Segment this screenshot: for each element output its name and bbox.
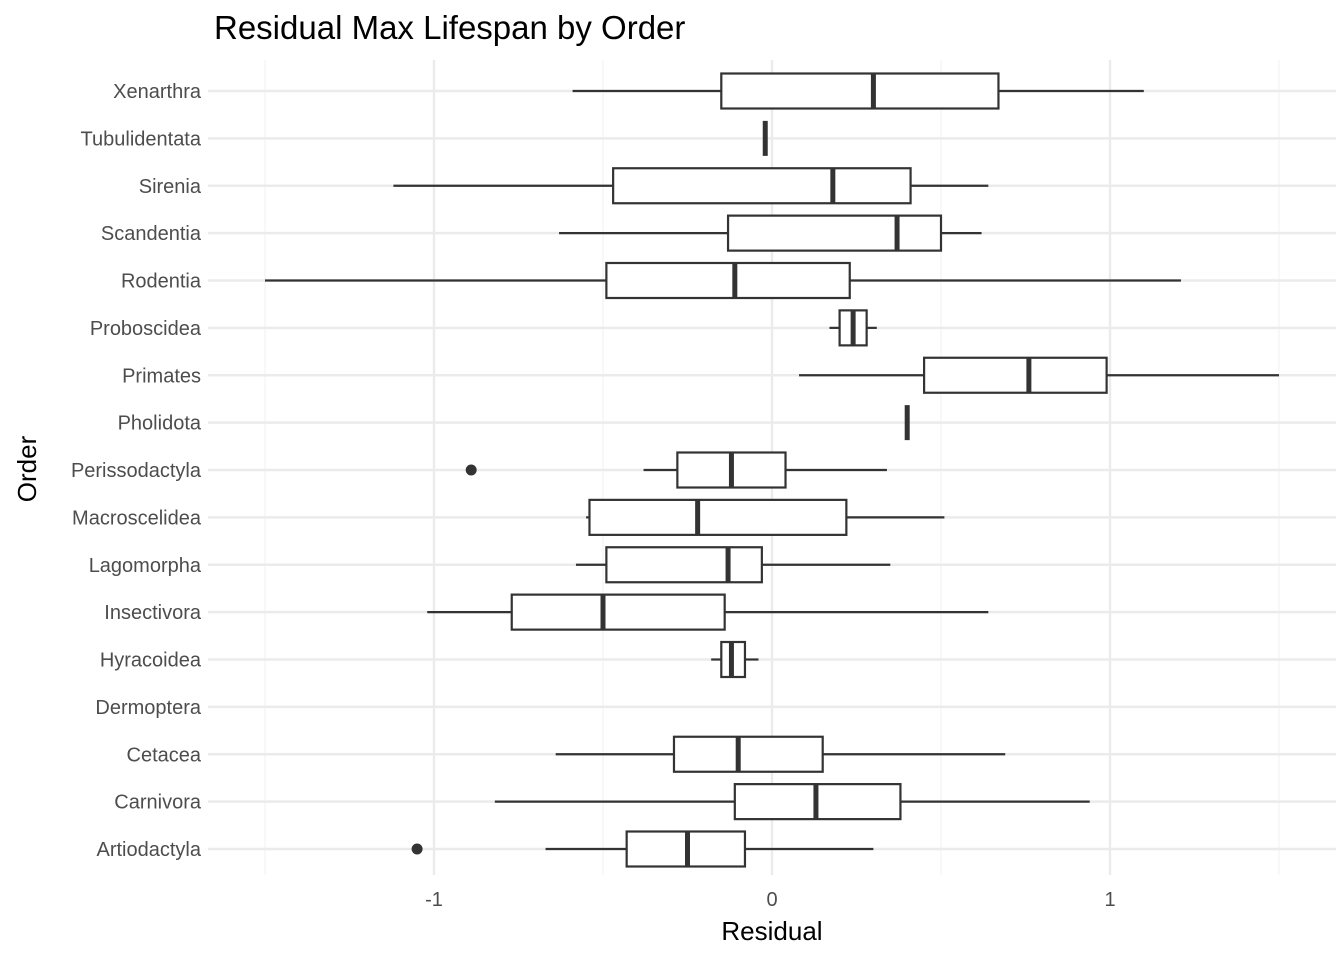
y-tick-label-tubulidentata: Tubulidentata [81, 128, 202, 150]
box-iqr [720, 72, 1000, 110]
y-tick-label-dermoptera: Dermoptera [95, 697, 201, 719]
outlier-point [465, 464, 477, 476]
y-tick-label-perissodactyla: Perissodactyla [71, 460, 202, 482]
y-tick-label-hyracoidea: Hyracoidea [100, 650, 202, 672]
box-lagomorpha [575, 546, 891, 584]
box-iqr [605, 546, 763, 584]
box-primates [799, 356, 1279, 394]
y-tick-label-sirenia: Sirenia [139, 176, 202, 198]
box-sirenia [393, 167, 989, 205]
y-tick-label-cetacea: Cetacea [127, 744, 202, 766]
box-series [265, 72, 1279, 868]
y-tick-label-lagomorpha: Lagomorpha [89, 555, 202, 577]
box-iqr [510, 593, 726, 631]
x-axis-title: Residual [721, 916, 822, 946]
y-tick-label-scandentia: Scandentia [101, 223, 202, 245]
box-artiodactyla [411, 830, 874, 868]
x-axis-ticks: -1 0 1 [425, 889, 1115, 911]
y-axis-title: Order [12, 435, 42, 502]
box-iqr [922, 356, 1108, 394]
y-tick-label-macroscelidea: Macroscelidea [72, 507, 202, 529]
x-tick-label: 1 [1104, 889, 1115, 911]
chart-title: Residual Max Lifespan by Order [214, 9, 685, 46]
y-tick-label-primates: Primates [122, 365, 201, 387]
box-perissodactyla [465, 451, 887, 489]
box-insectivora [427, 593, 989, 631]
box-rodentia [265, 261, 1181, 300]
box-iqr [588, 498, 848, 536]
y-tick-label-rodentia: Rodentia [121, 271, 202, 293]
box-iqr [612, 167, 912, 205]
x-tick-label: 0 [766, 889, 777, 911]
x-tick-label: -1 [425, 889, 443, 911]
box-carnivora [494, 783, 1090, 821]
y-tick-label-insectivora: Insectivora [104, 602, 202, 624]
y-tick-label-carnivora: Carnivora [114, 792, 202, 814]
box-macroscelidea [586, 498, 945, 536]
y-tick-label-proboscidea: Proboscidea [90, 318, 202, 340]
y-tick-label-pholidota: Pholidota [118, 413, 202, 435]
outlier-point [411, 843, 423, 855]
y-tick-label-artiodactyla: Artiodactyla [97, 839, 202, 861]
box-iqr [605, 261, 851, 300]
y-axis-ticks: Artiodactyla Carnivora Cetacea Dermoptera Hy… [71, 81, 202, 861]
box-hyracoidea [711, 640, 759, 679]
box-iqr [726, 214, 943, 252]
y-tick-label-xenarthra: Xenarthra [113, 81, 202, 103]
box-iqr [672, 735, 824, 773]
box-scandentia [559, 214, 982, 252]
box-cetacea [555, 735, 1006, 773]
box-xenarthra [572, 72, 1144, 110]
box-proboscidea [829, 309, 877, 347]
